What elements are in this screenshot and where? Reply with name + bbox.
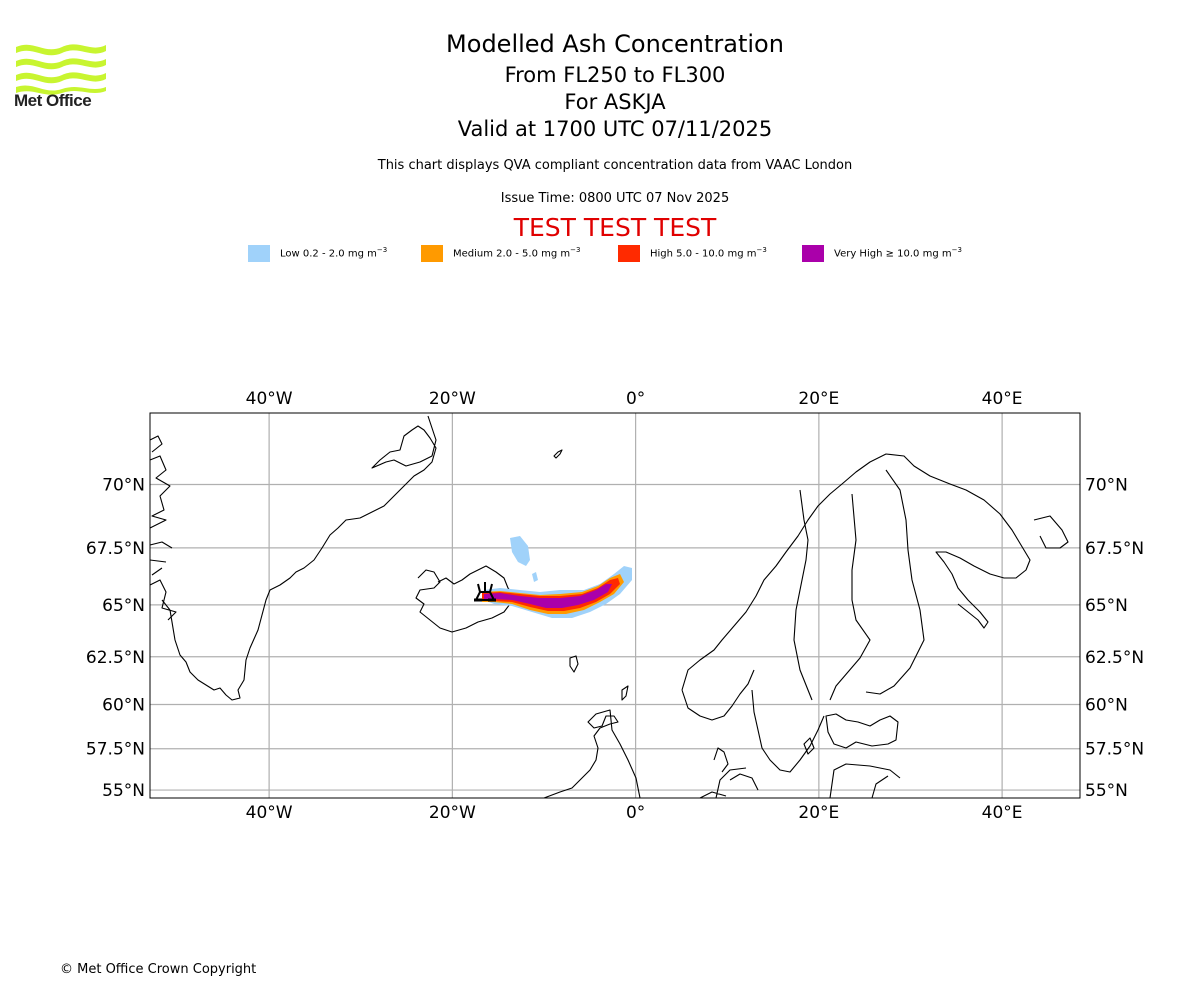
chart-description: This chart displays QVA compliant concen… bbox=[377, 158, 853, 173]
legend-swatch-very-high bbox=[802, 245, 824, 262]
jan-mayen-coastline bbox=[553, 449, 563, 459]
legend-label-low: Low 0.2 - 2.0 mg m bbox=[280, 248, 377, 260]
scandinavia-coastline bbox=[681, 453, 1069, 773]
y-tick-label-right: 55°N bbox=[1085, 781, 1128, 801]
ash-plume bbox=[482, 536, 632, 618]
greenland-coastline bbox=[149, 415, 437, 701]
met-office-logo-icon bbox=[16, 44, 106, 95]
copyright-notice: © Met Office Crown Copyright bbox=[60, 962, 257, 977]
test-banner: TEST TEST TEST bbox=[513, 213, 717, 242]
y-tick-label-left: 60°N bbox=[102, 695, 145, 715]
ash-level-high bbox=[482, 578, 620, 611]
country-borders bbox=[699, 469, 925, 799]
x-tick-label-bottom: 20°W bbox=[429, 803, 476, 823]
issue-time: Issue Time: 0800 UTC 07 Nov 2025 bbox=[500, 191, 730, 206]
coastlines bbox=[149, 415, 1069, 799]
y-tick-label-right: 65°N bbox=[1085, 596, 1128, 616]
y-tick-label-right: 70°N bbox=[1085, 475, 1128, 495]
baltic-coastline bbox=[713, 713, 899, 791]
x-tick-label-top: 40°W bbox=[246, 389, 293, 409]
ash-level-low-patch bbox=[510, 536, 538, 582]
y-tick-label-right: 57.5°N bbox=[1085, 740, 1144, 760]
y-tick-label-right: 67.5°N bbox=[1085, 539, 1144, 559]
y-tick-label-left: 62.5°N bbox=[86, 648, 145, 668]
legend-label-high: High 5.0 - 10.0 mg m bbox=[650, 248, 757, 260]
shetland-coastline bbox=[621, 685, 629, 701]
y-tick-label-left: 70°N bbox=[102, 475, 145, 495]
y-tick-label-left: 65°N bbox=[102, 596, 145, 616]
x-tick-label-top: 40°E bbox=[982, 389, 1023, 409]
x-tick-label-top: 20°W bbox=[429, 389, 476, 409]
ash-level-very-high bbox=[484, 584, 612, 608]
valid-time: Valid at 1700 UTC 07/11/2025 bbox=[457, 117, 773, 141]
y-tick-label-right: 60°N bbox=[1085, 695, 1128, 715]
y-tick-label-left: 57.5°N bbox=[86, 740, 145, 760]
legend-swatch-low bbox=[248, 245, 270, 262]
x-tick-label-top: 20°E bbox=[798, 389, 839, 409]
x-tick-label-bottom: 0° bbox=[626, 803, 645, 823]
volcano-icon bbox=[474, 582, 496, 602]
x-tick-label-bottom: 40°W bbox=[246, 803, 293, 823]
faroe-islands-coastline bbox=[569, 655, 579, 673]
graticule bbox=[150, 413, 1080, 798]
volcano-name: For ASKJA bbox=[564, 90, 666, 114]
legend-swatch-high bbox=[618, 245, 640, 262]
y-tick-label-left: 67.5°N bbox=[86, 539, 145, 559]
map-frame bbox=[149, 412, 1081, 799]
x-tick-label-bottom: 40°E bbox=[982, 803, 1023, 823]
x-tick-label-top: 0° bbox=[626, 389, 645, 409]
legend-swatch-medium bbox=[421, 245, 443, 262]
iceland-coastline bbox=[415, 565, 515, 633]
x-tick-label-bottom: 20°E bbox=[798, 803, 839, 823]
legend-label-medium: Medium 2.0 - 5.0 mg m bbox=[453, 248, 571, 260]
y-tick-label-left: 55°N bbox=[102, 781, 145, 801]
y-tick-label-right: 62.5°N bbox=[1085, 648, 1144, 668]
flight-level-range: From FL250 to FL300 bbox=[504, 63, 726, 87]
chart-title: Modelled Ash Concentration bbox=[446, 30, 784, 58]
legend-label-very-high: Very High ≥ 10.0 mg m bbox=[834, 248, 952, 260]
uk-coastline bbox=[543, 709, 641, 799]
axis-tick-labels: 40°W 40°W 20°W 20°W 0° 0° 20°E 20°E 40°E 40°E 55°N… bbox=[86, 389, 1144, 823]
met-office-logo-text: Met Office bbox=[14, 91, 92, 110]
